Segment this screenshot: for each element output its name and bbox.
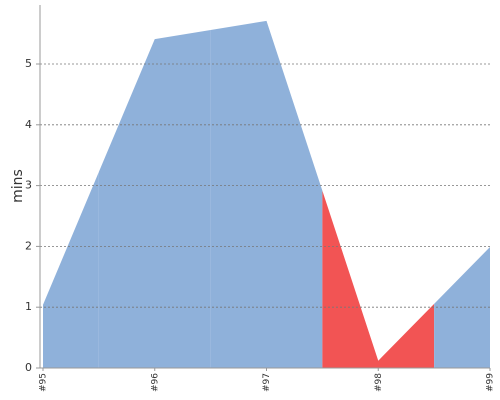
area-segment <box>43 171 99 368</box>
y-tick-label: 3 <box>25 179 32 192</box>
y-tick-label: 4 <box>25 118 32 131</box>
y-tick-label: 2 <box>25 239 32 252</box>
y-tick-label: 0 <box>25 361 32 374</box>
y-axis-label: mins <box>10 169 26 203</box>
y-tick-label: 5 <box>25 57 32 70</box>
area-segment <box>210 20 323 368</box>
x-tick-label: #96 <box>150 373 160 392</box>
area-segment <box>322 190 435 368</box>
x-tick-label: #95 <box>39 373 49 392</box>
x-tick-label: #97 <box>262 373 272 392</box>
area-segment <box>434 247 490 368</box>
x-tick-label: #98 <box>374 373 384 392</box>
y-tick-label: 1 <box>25 300 32 313</box>
x-tick-label: #99 <box>486 373 496 392</box>
area-segment <box>98 29 211 369</box>
